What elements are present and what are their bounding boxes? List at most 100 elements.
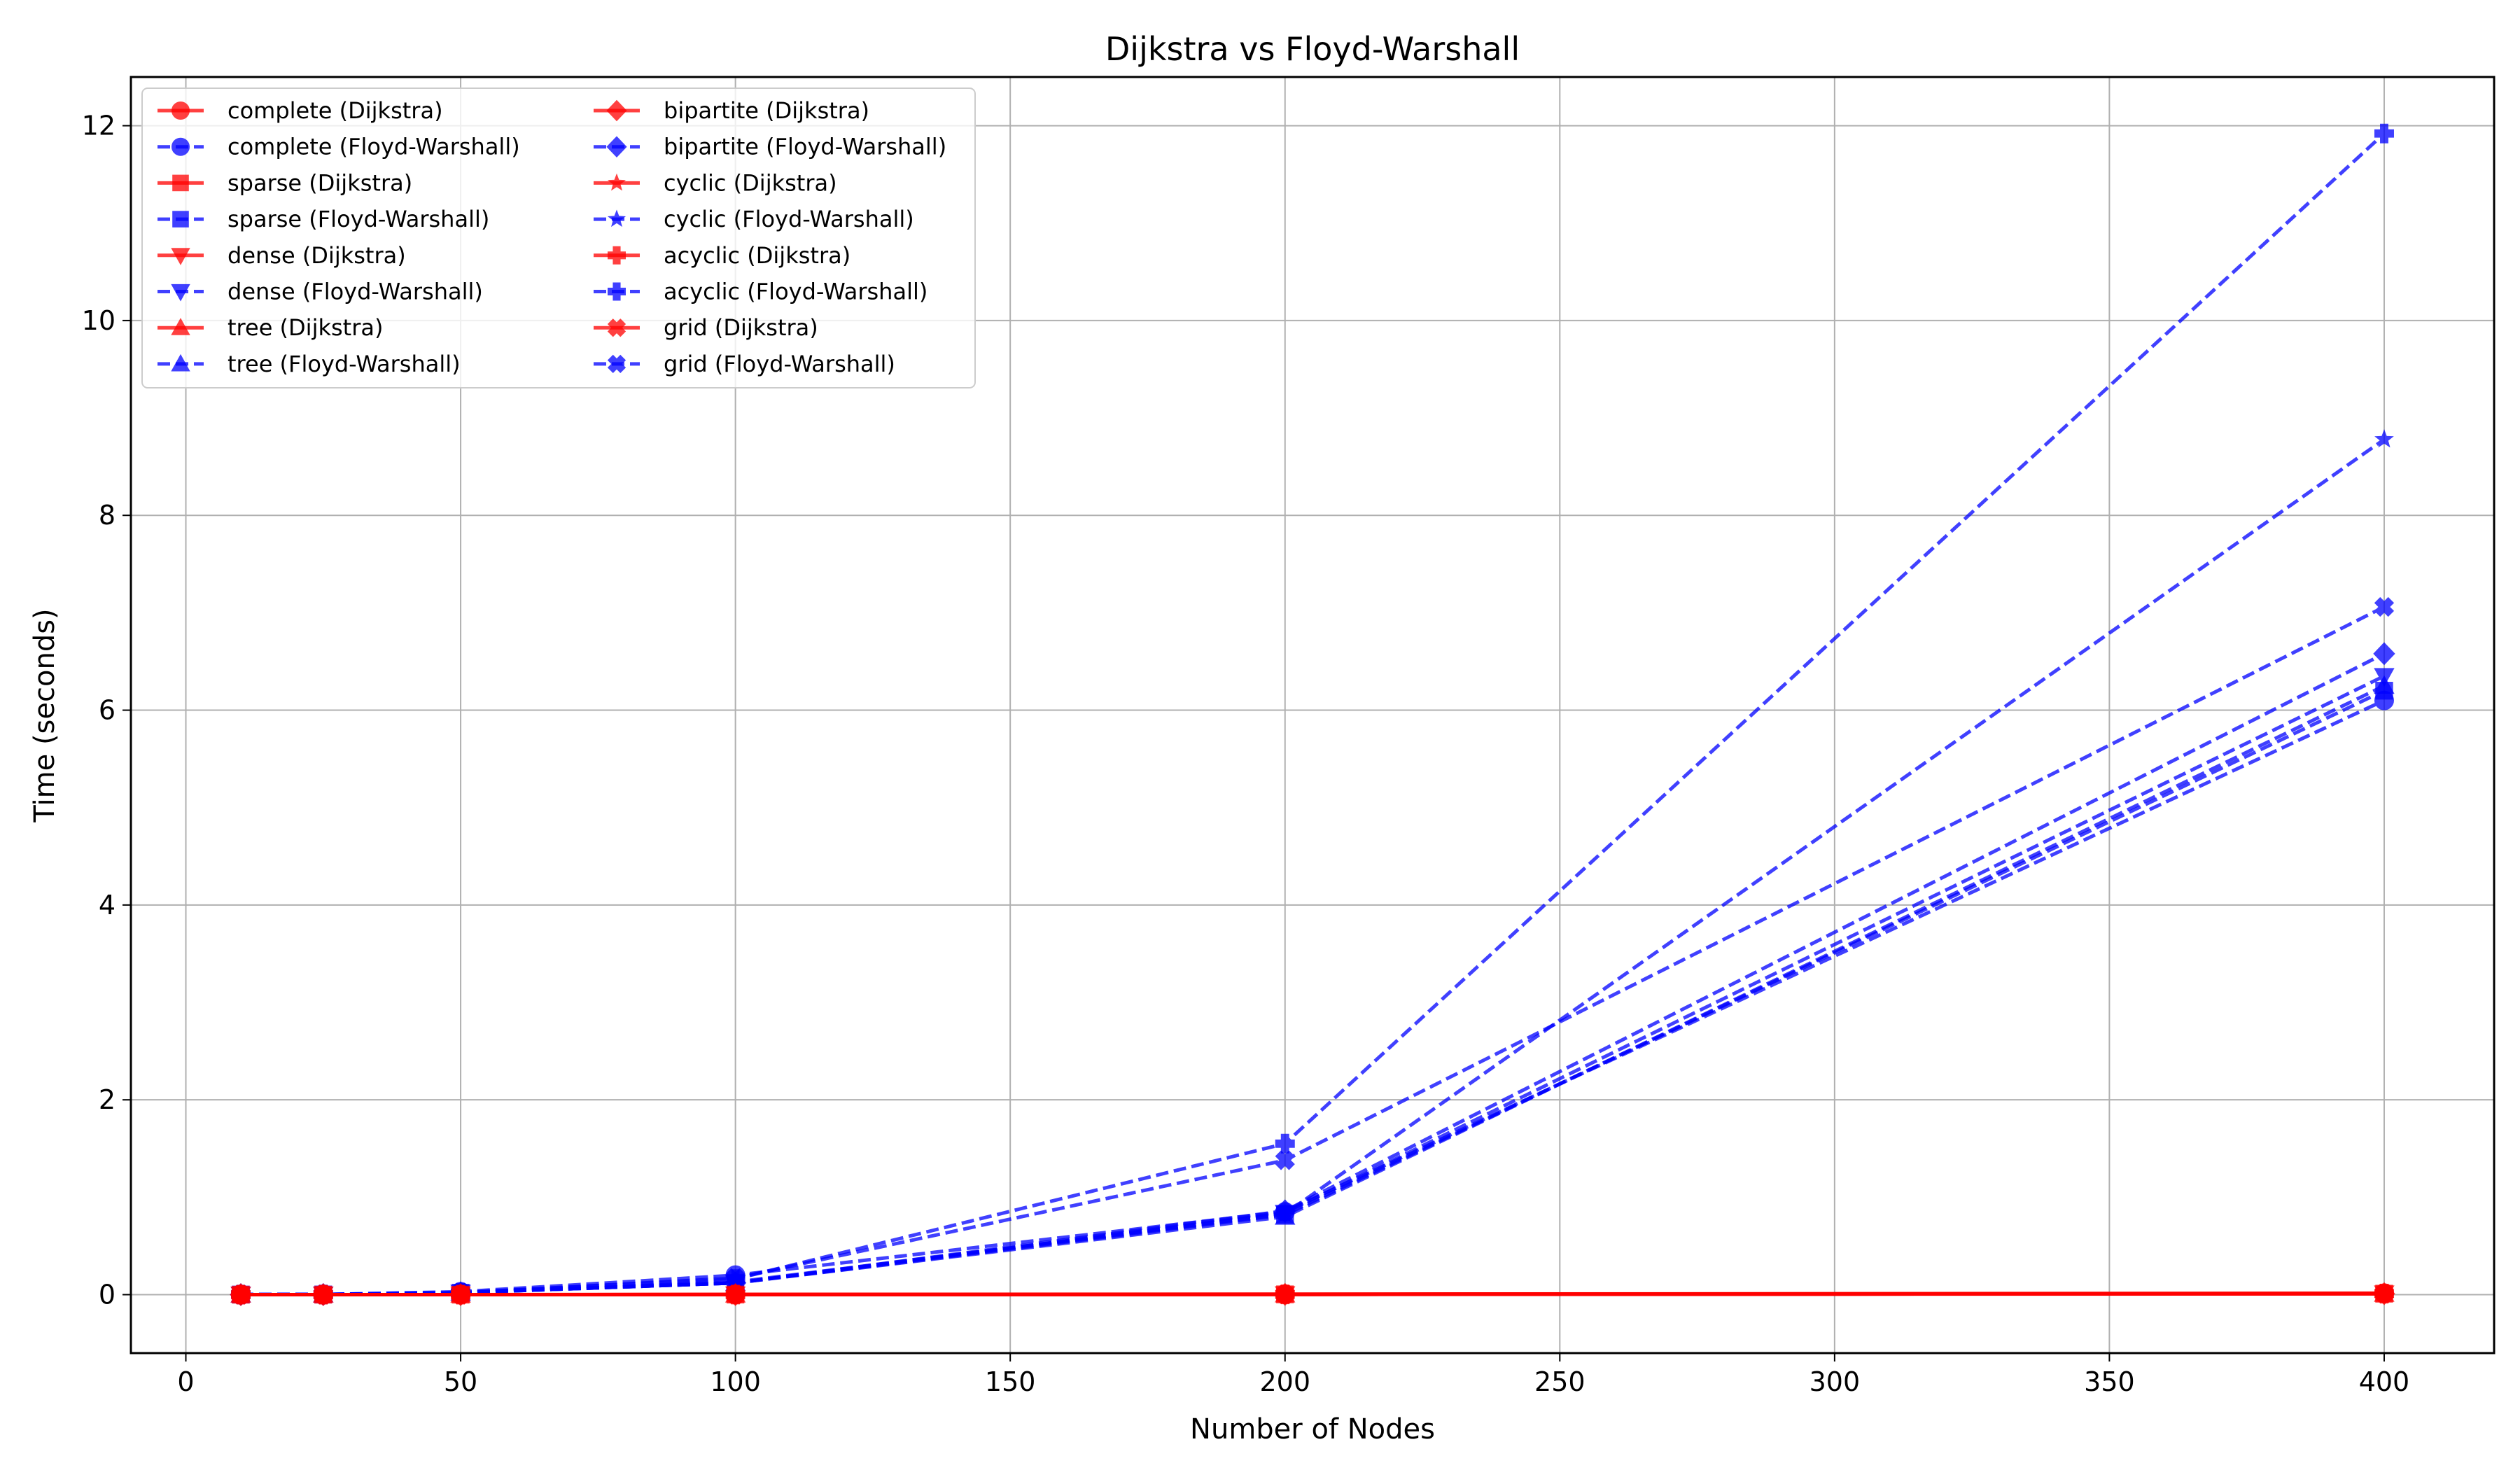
chart-title: Dijkstra vs Floyd-Warshall — [1105, 30, 1520, 68]
legend-marker — [607, 354, 626, 374]
legend-marker — [607, 173, 626, 191]
legend-label: cyclic (Floyd-Warshall) — [664, 206, 914, 232]
legend-item-cyclic-dijkstra: cyclic (Dijkstra) — [594, 169, 837, 196]
legend-item-grid-dijkstra: grid (Dijkstra) — [594, 314, 818, 341]
axis-ticks: 0 50 100 150 200 250 300 350 400 0 2 4 6 8 10 12 — [82, 111, 2410, 1397]
legend-marker-x-shape — [607, 318, 626, 337]
legend-marker-x — [607, 318, 626, 337]
legend-marker — [607, 209, 626, 227]
series-line-grid-floyd-warshall — [240, 605, 2386, 1296]
legend-label: tree (Dijkstra) — [227, 314, 383, 341]
legend-label: tree (Floyd-Warshall) — [227, 351, 461, 377]
y-axis-label: Time (seconds) — [29, 608, 61, 822]
legend-label: bipartite (Floyd-Warshall) — [664, 134, 946, 160]
legend-marker — [171, 318, 190, 335]
legend-marker — [171, 248, 190, 265]
series-line-complete-floyd-warshall — [240, 699, 2386, 1296]
x-tick-label: 300 — [1809, 1366, 1861, 1397]
data-point-grid-dijkstra-shape — [313, 1284, 333, 1305]
x-tick-label: 50 — [444, 1366, 477, 1397]
legend-marker-circle — [172, 102, 190, 120]
legend-item-tree-dijkstra: tree (Dijkstra) — [158, 314, 383, 341]
legend-marker — [606, 99, 627, 122]
legend-marker-triangle-down — [171, 284, 190, 302]
legend-marker-plus — [608, 246, 626, 265]
x-tick-label: 400 — [2359, 1366, 2410, 1397]
legend-item-cyclic-floyd-warshall: cyclic (Floyd-Warshall) — [594, 206, 914, 232]
legend-label: complete (Dijkstra) — [227, 97, 443, 124]
legend-marker-triangle-up — [171, 354, 190, 372]
legend-marker-square — [172, 174, 189, 192]
legend-item-bipartite-dijkstra: bipartite (Dijkstra) — [594, 97, 869, 124]
legend-label: acyclic (Dijkstra) — [664, 242, 850, 269]
data-point-grid-dijkstra-shape — [230, 1284, 251, 1305]
legend-label: acyclic (Floyd-Warshall) — [664, 279, 927, 305]
data-point-acyclic-floyd-warshall — [2374, 123, 2394, 144]
legend-item-sparse-dijkstra: sparse (Dijkstra) — [158, 169, 412, 196]
plot-frame — [130, 76, 2496, 1354]
y-tick-label: 2 — [99, 1084, 115, 1115]
legend-item-sparse-floyd-warshall: sparse (Floyd-Warshall) — [158, 206, 489, 232]
data-point-grid-floyd-warshall — [1275, 1150, 1295, 1170]
y-tick-label: 12 — [82, 111, 115, 141]
legend-marker — [172, 102, 190, 120]
legend-item-bipartite-floyd-warshall: bipartite (Floyd-Warshall) — [594, 134, 946, 160]
x-axis-label: Number of Nodes — [1190, 1413, 1435, 1446]
y-tick-label: 0 — [99, 1280, 115, 1310]
legend-marker-plus — [608, 282, 626, 301]
legend-marker — [172, 211, 189, 227]
x-tick-label: 0 — [177, 1366, 194, 1397]
data-point-grid-floyd-warshall-shape — [1275, 1150, 1295, 1170]
x-tick-label: 200 — [1259, 1366, 1310, 1397]
legend-box — [141, 88, 976, 388]
y-tick-label: 4 — [99, 890, 115, 920]
legend-label: dense (Dijkstra) — [227, 242, 406, 269]
legend-item-complete-floyd-warshall: complete (Floyd-Warshall) — [158, 134, 520, 160]
legend-marker — [172, 137, 190, 156]
legend-item-tree-floyd-warshall: tree (Floyd-Warshall) — [158, 351, 461, 377]
data-point-grid-dijkstra — [450, 1284, 471, 1305]
legend-marker-diamond — [606, 136, 627, 158]
series-grid-dijkstra — [230, 1283, 2395, 1305]
data-point-grid-dijkstra-shape — [725, 1284, 746, 1305]
data-point-grid-dijkstra — [2374, 1283, 2395, 1303]
legend-item-dense-floyd-warshall: dense (Floyd-Warshall) — [158, 279, 483, 305]
data-point-grid-dijkstra-shape — [1275, 1284, 1295, 1305]
legend-marker-triangle-down — [171, 248, 190, 265]
data-point-grid-dijkstra — [725, 1284, 746, 1305]
data-point-tree-floyd-warshall — [2374, 675, 2395, 694]
legend-item-grid-floyd-warshall: grid (Floyd-Warshall) — [594, 351, 895, 377]
legend-item-dense-dijkstra: dense (Dijkstra) — [158, 242, 406, 269]
data-point-bipartite-floyd-warshall — [2373, 642, 2395, 666]
legend-marker-square — [172, 211, 189, 227]
legend-label: grid (Dijkstra) — [664, 314, 818, 341]
legend-marker-diamond — [606, 99, 627, 122]
legend-marker — [608, 246, 626, 265]
legend-item-complete-dijkstra: complete (Dijkstra) — [158, 97, 443, 124]
data-point-grid-floyd-warshall — [2374, 596, 2395, 617]
y-tick-label: 6 — [99, 695, 115, 726]
plot-series — [230, 123, 2395, 1306]
legend-marker-triangle-up — [171, 318, 190, 335]
data-point-grid-dijkstra-shape — [2374, 1283, 2395, 1303]
legend-label: bipartite (Dijkstra) — [664, 97, 869, 124]
data-point-grid-floyd-warshall-shape — [2374, 596, 2395, 617]
x-tick-label: 100 — [710, 1366, 761, 1397]
y-tick-label: 10 — [82, 305, 115, 336]
data-point-grid-dijkstra — [1275, 1284, 1295, 1305]
legend-marker — [171, 354, 190, 372]
data-point-grid-dijkstra-shape — [450, 1284, 471, 1305]
legend-item-acyclic-floyd-warshall: acyclic (Floyd-Warshall) — [594, 279, 927, 305]
legend: complete (Dijkstra) complete (Floyd-Warsh… — [141, 88, 976, 388]
legend-item-acyclic-dijkstra: acyclic (Dijkstra) — [594, 242, 850, 269]
data-point-grid-dijkstra — [313, 1284, 333, 1305]
legend-marker-x-shape — [607, 354, 626, 374]
legend-label: dense (Floyd-Warshall) — [227, 279, 483, 305]
data-point-grid-dijkstra — [230, 1284, 251, 1305]
x-tick-label: 250 — [1534, 1366, 1586, 1397]
y-tick-label: 8 — [99, 500, 115, 531]
legend-label: cyclic (Dijkstra) — [664, 169, 837, 196]
legend-marker — [608, 282, 626, 301]
legend-marker — [607, 318, 626, 337]
